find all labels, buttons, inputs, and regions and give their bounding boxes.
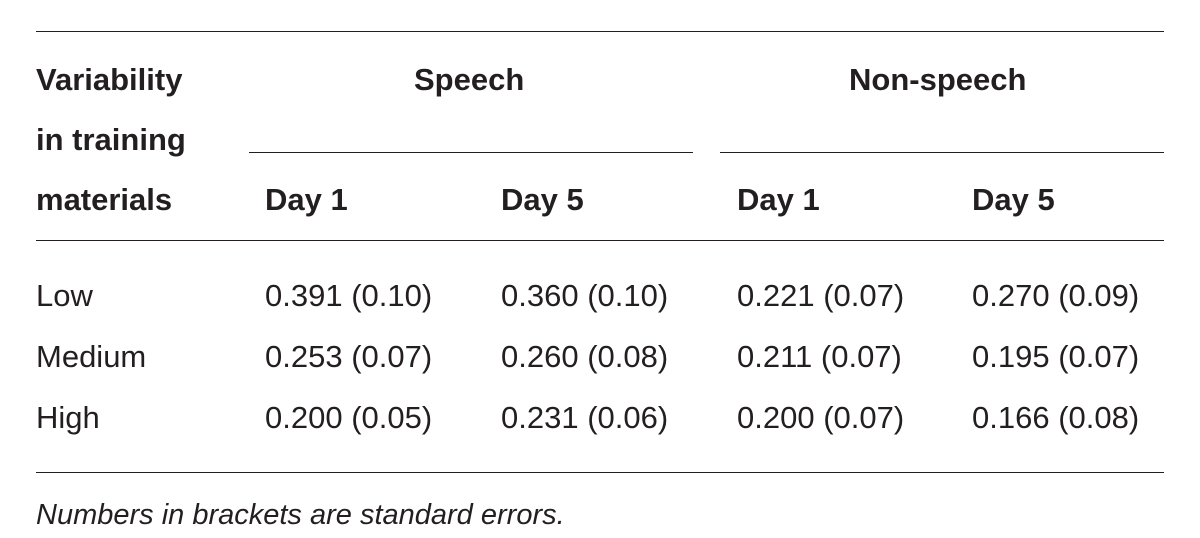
- table-cell: 0.360 (0.10): [501, 278, 669, 313]
- table-cell: 0.260 (0.08): [501, 339, 669, 374]
- table-top-rule: [36, 31, 1164, 32]
- table-cell: 0.231 (0.06): [501, 400, 669, 435]
- table-cell: 0.270 (0.09): [972, 278, 1140, 313]
- row-label: Medium: [36, 339, 147, 374]
- table-cell: 0.200 (0.07): [737, 400, 905, 435]
- stub-header-line-3: materials: [36, 182, 173, 217]
- speech-group-rule: [249, 152, 693, 153]
- table-bottom-rule: [36, 472, 1164, 473]
- table-cell: 0.221 (0.07): [737, 278, 905, 313]
- row-label: Low: [36, 278, 93, 313]
- header-bottom-rule: [36, 240, 1164, 241]
- table-cell: 0.253 (0.07): [265, 339, 433, 374]
- stub-header-line-1: Variability: [36, 62, 183, 97]
- table-cell: 0.195 (0.07): [972, 339, 1140, 374]
- table-cell: 0.211 (0.07): [737, 339, 902, 374]
- non-speech-group-rule: [720, 152, 1164, 153]
- table-cell: 0.200 (0.05): [265, 400, 433, 435]
- table-footnote: Numbers in brackets are standard errors.: [36, 499, 565, 531]
- subheader-speech-day-5: Day 5: [501, 182, 584, 217]
- table-cell: 0.391 (0.10): [265, 278, 433, 313]
- row-label: High: [36, 400, 100, 435]
- group-header-speech: Speech: [414, 62, 525, 97]
- subheader-non-speech-day-1: Day 1: [737, 182, 820, 217]
- table-cell: 0.166 (0.08): [972, 400, 1140, 435]
- stub-header-line-2: in training: [36, 122, 186, 157]
- subheader-speech-day-1: Day 1: [265, 182, 348, 217]
- subheader-non-speech-day-5: Day 5: [972, 182, 1055, 217]
- group-header-non-speech: Non-speech: [849, 62, 1027, 97]
